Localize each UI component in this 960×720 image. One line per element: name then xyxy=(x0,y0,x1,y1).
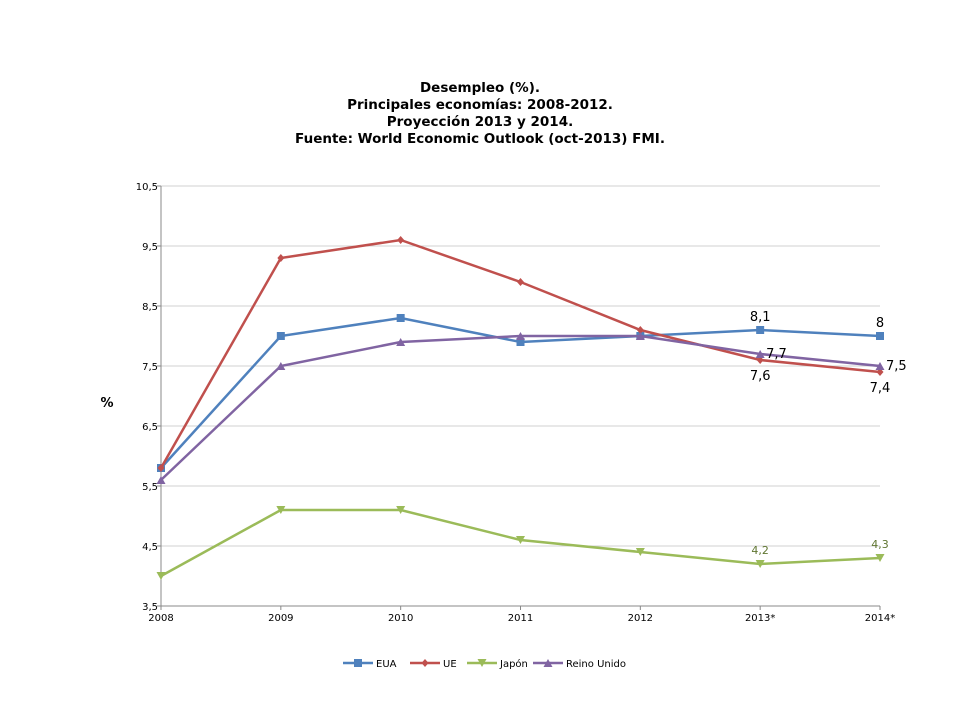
legend-marker-japon xyxy=(477,659,487,667)
legend-label-reino-unido: Reino Unido xyxy=(566,659,626,670)
data-point-reino-unido xyxy=(516,332,525,340)
x-tick-label: 2011 xyxy=(508,613,533,624)
data-point-japon xyxy=(396,506,406,514)
data-point-japon xyxy=(156,572,166,580)
legend-label-ue: UE xyxy=(443,659,457,670)
data-label-eua: 8,1 xyxy=(750,310,771,325)
y-tick-label: 7,5 xyxy=(142,362,158,373)
x-tick-label: 2008 xyxy=(148,613,173,624)
data-point-eua xyxy=(876,332,884,340)
y-tick-label: 10,5 xyxy=(136,182,158,193)
data-point-ue xyxy=(397,236,405,244)
data-point-eua xyxy=(396,314,405,322)
title-line-3: Proyección 2013 y 2014. xyxy=(386,114,574,130)
data-label-reino-unido: 7,7 xyxy=(766,347,787,362)
data-point-reino-unido xyxy=(755,350,765,358)
data-point-ue xyxy=(636,326,644,334)
legend-label-eua: EUA xyxy=(376,659,397,670)
data-point-japon xyxy=(276,506,286,514)
legend-marker-reino-unido xyxy=(543,659,553,667)
chart-title: Desempleo (%). Principales economías: 20… xyxy=(0,80,960,148)
data-point-eua xyxy=(756,326,765,334)
y-tick-label: 3,5 xyxy=(142,602,158,613)
x-tick-label: 2014* xyxy=(865,613,895,624)
data-point-reino-unido xyxy=(635,332,645,340)
legend-marker-eua xyxy=(354,659,362,667)
data-label-japon: 4,3 xyxy=(871,538,889,551)
y-tick-label: 6,5 xyxy=(142,422,158,433)
data-point-eua xyxy=(276,332,285,340)
data-point-ue xyxy=(277,254,285,262)
title-line-1: Desempleo (%). xyxy=(419,80,541,96)
x-tick-label: 2010 xyxy=(388,613,413,624)
data-point-ue xyxy=(517,278,524,286)
data-point-japon xyxy=(635,548,645,556)
y-tick-label: 9,5 xyxy=(142,242,158,253)
legend-label-japon: Japón xyxy=(499,658,528,670)
legend-marker-ue xyxy=(421,659,429,667)
data-label-japon: 4,2 xyxy=(751,544,769,557)
data-label-eua: 8 xyxy=(876,316,884,331)
data-point-ue xyxy=(157,464,165,472)
data-label-ue: 7,4 xyxy=(870,381,891,396)
title-line-4: Fuente: World Economic Outlook (oct-2013… xyxy=(295,131,665,147)
data-point-reino-unido xyxy=(875,362,885,370)
data-point-japon xyxy=(516,536,525,544)
x-tick-label: 2009 xyxy=(268,613,293,624)
data-label-ue: 7,6 xyxy=(750,369,771,384)
x-tick-label: 2013* xyxy=(745,613,775,624)
data-point-japon xyxy=(875,554,885,562)
y-tick-label: 8,5 xyxy=(142,302,158,313)
data-point-eua xyxy=(516,338,525,346)
data-point-japon xyxy=(755,560,765,568)
data-point-reino-unido xyxy=(156,476,166,484)
title-line-2: Principales economías: 2008-2012. xyxy=(347,97,613,113)
y-tick-label: 5,5 xyxy=(142,482,158,493)
data-label-reino-unido: 7,5 xyxy=(886,359,907,374)
x-tick-label: 2012 xyxy=(628,613,653,624)
y-tick-label: 4,5 xyxy=(142,542,158,553)
y-axis-label: % xyxy=(100,396,113,411)
data-point-reino-unido xyxy=(396,338,406,346)
data-point-reino-unido xyxy=(276,362,286,370)
